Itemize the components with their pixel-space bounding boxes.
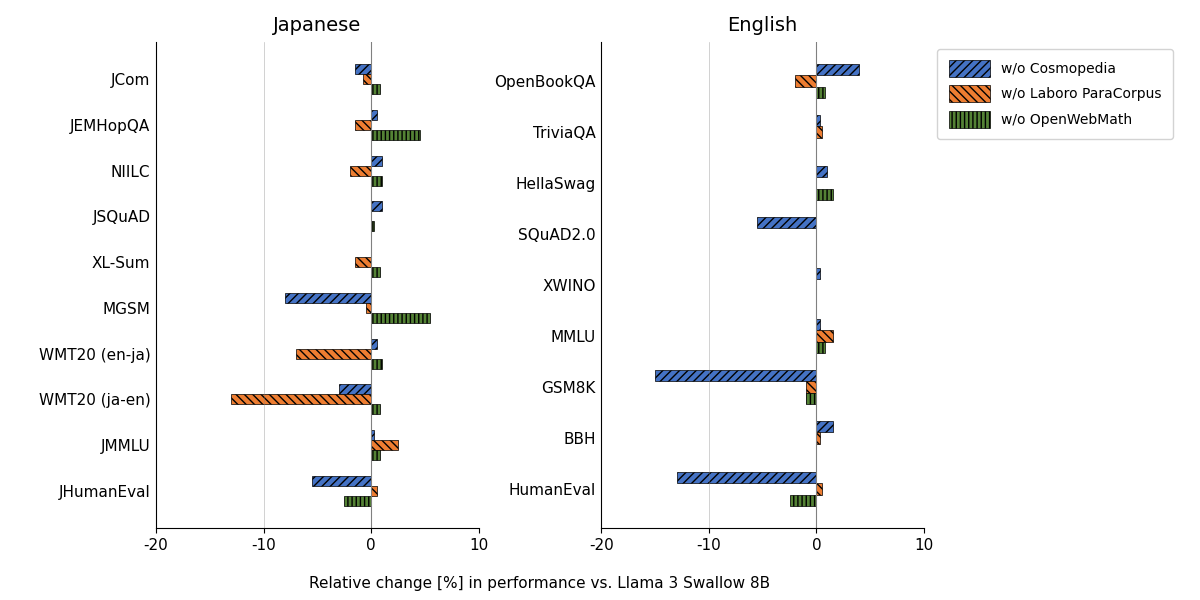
Bar <box>371 110 377 120</box>
Bar <box>312 476 371 486</box>
Bar <box>794 76 816 86</box>
Bar <box>344 496 371 506</box>
Bar <box>816 86 826 98</box>
Bar <box>286 293 371 303</box>
Bar <box>816 127 822 137</box>
Bar <box>790 494 816 506</box>
Bar <box>355 120 371 130</box>
Bar <box>677 472 816 484</box>
Bar <box>655 370 816 382</box>
Bar <box>371 176 382 186</box>
Bar <box>296 349 371 359</box>
Bar <box>371 440 398 450</box>
Bar <box>816 166 827 178</box>
Bar <box>816 268 820 280</box>
Bar <box>816 64 859 76</box>
Bar <box>816 115 820 127</box>
Text: Relative change [%] in performance vs. Llama 3 Swallow 8B: Relative change [%] in performance vs. L… <box>310 576 770 591</box>
Bar <box>371 313 431 323</box>
Bar <box>371 486 377 496</box>
Bar <box>805 392 816 404</box>
Bar <box>816 319 820 331</box>
Bar <box>371 221 374 232</box>
Bar <box>355 64 371 74</box>
Bar <box>816 341 826 353</box>
Bar <box>371 202 382 211</box>
Bar <box>371 267 379 277</box>
Title: Japanese: Japanese <box>274 16 361 35</box>
Bar <box>362 74 371 84</box>
Bar <box>371 450 379 460</box>
Bar <box>816 188 833 200</box>
Bar <box>366 303 371 313</box>
Bar <box>371 430 374 440</box>
Bar <box>816 484 822 494</box>
Bar <box>371 155 382 166</box>
Bar <box>371 84 379 94</box>
Bar <box>349 166 371 176</box>
Bar <box>816 433 820 443</box>
Bar <box>371 359 382 368</box>
Bar <box>805 382 816 392</box>
Bar <box>355 257 371 267</box>
Bar <box>757 217 816 229</box>
Bar <box>371 130 420 140</box>
Legend: w/o Cosmopedia, w/o Laboro ParaCorpus, w/o OpenWebMath: w/o Cosmopedia, w/o Laboro ParaCorpus, w… <box>937 49 1172 139</box>
Bar <box>816 421 833 433</box>
Bar <box>816 331 833 341</box>
Bar <box>371 404 379 415</box>
Bar <box>371 338 377 349</box>
Title: English: English <box>727 16 798 35</box>
Bar <box>232 394 371 404</box>
Bar <box>338 384 371 394</box>
